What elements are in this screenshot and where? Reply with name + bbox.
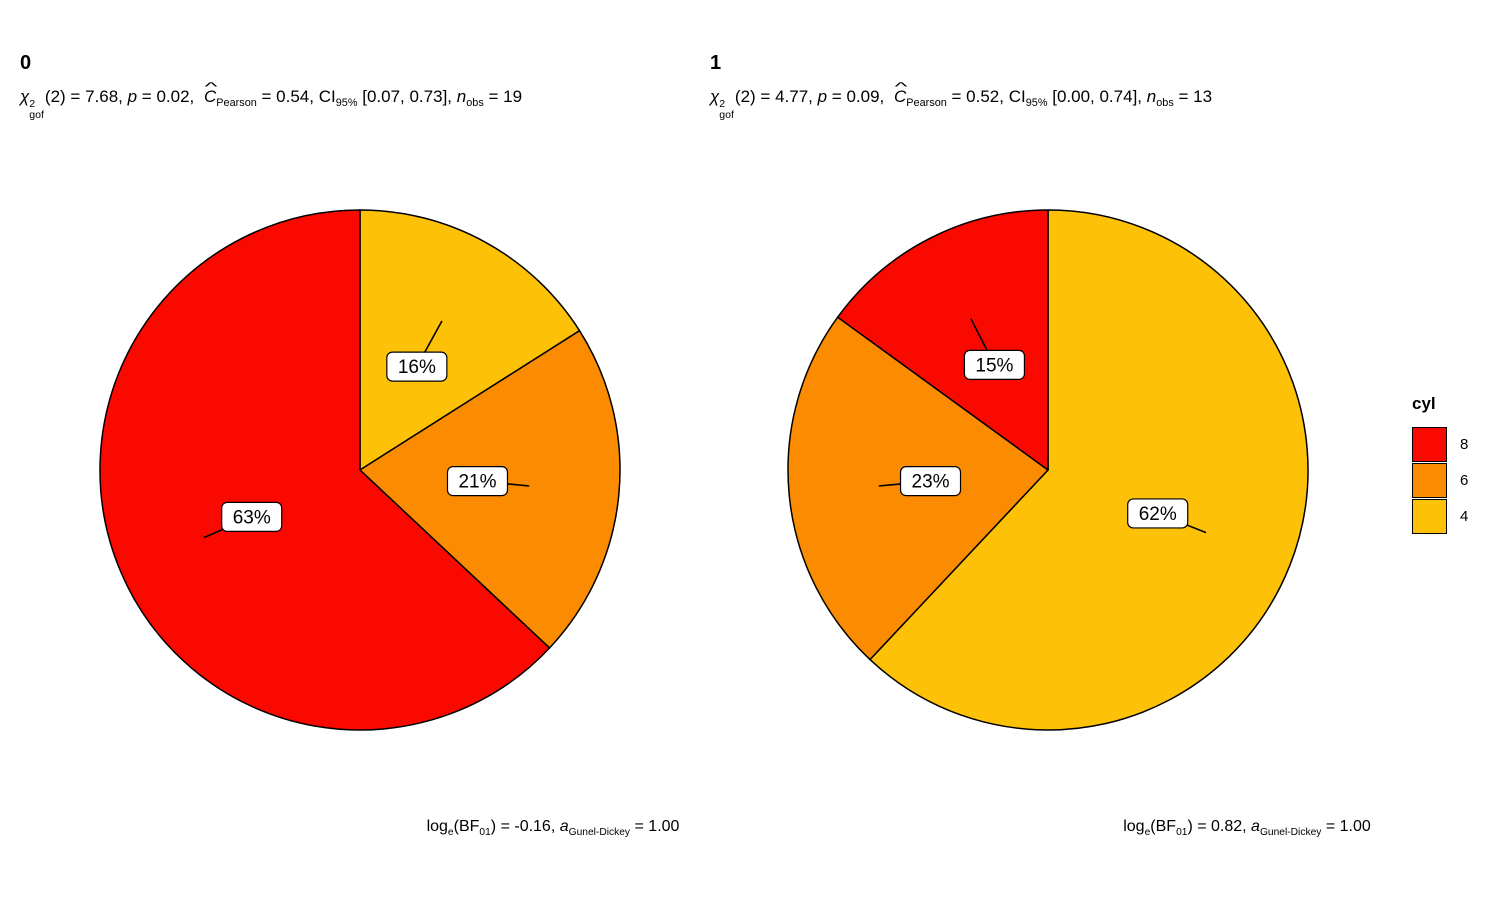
panel-1-caption: loge(BF01) = 0.82, aGunel-Dickey = 1.00 — [1123, 818, 1371, 838]
pie-label-cyl-6: 23% — [912, 472, 950, 493]
legend-swatch-4 — [1412, 499, 1447, 534]
pie-chart-1: 62% 23% 15% — [787, 209, 1309, 731]
panel-0-title: 0 — [20, 52, 32, 74]
pie-label-cyl-8: 63% — [233, 507, 271, 528]
pie-label-cyl-4: 62% — [1139, 504, 1177, 525]
pie-chart-0: 16% 21% 63% — [99, 209, 621, 731]
legend-swatch-8 — [1412, 427, 1447, 462]
panel-0-caption: loge(BF01) = -0.16, aGunel-Dickey = 1.00 — [426, 818, 680, 838]
pie-slice-cyl-4 — [359, 209, 581, 471]
pie-label-cyl-4: 16% — [398, 357, 436, 378]
legend-label-4: 4 — [1460, 508, 1469, 525]
legend-label-8: 8 — [1460, 436, 1469, 453]
pie-slice-cyl-8 — [99, 209, 551, 731]
pie-label-box-cyl-6 — [899, 466, 962, 497]
pie-label-box-cyl-4 — [1127, 498, 1189, 529]
pie-label-box-cyl-4 — [386, 351, 448, 382]
legend-title: cyl — [1412, 394, 1436, 413]
pie-label-cyl-8: 15% — [975, 355, 1013, 376]
pie-label-box-cyl-6 — [446, 466, 509, 497]
legend-swatch-6 — [1412, 463, 1447, 498]
pie-label-cyl-6: 21% — [458, 472, 496, 493]
pie-label-box-cyl-8 — [221, 501, 283, 532]
panel-1-title: 1 — [710, 52, 722, 74]
legend: cyl 8 6 4 — [1412, 394, 1468, 535]
legend-item-4: 4 — [1412, 499, 1468, 534]
legend-item-6: 6 — [1412, 463, 1468, 498]
legend-item-8: 8 — [1412, 427, 1468, 462]
legend-label-6: 6 — [1460, 472, 1469, 489]
pie-slice-cyl-4 — [869, 209, 1309, 731]
pie-slice-cyl-8 — [836, 209, 1049, 471]
pie-label-box-cyl-8 — [963, 349, 1026, 380]
